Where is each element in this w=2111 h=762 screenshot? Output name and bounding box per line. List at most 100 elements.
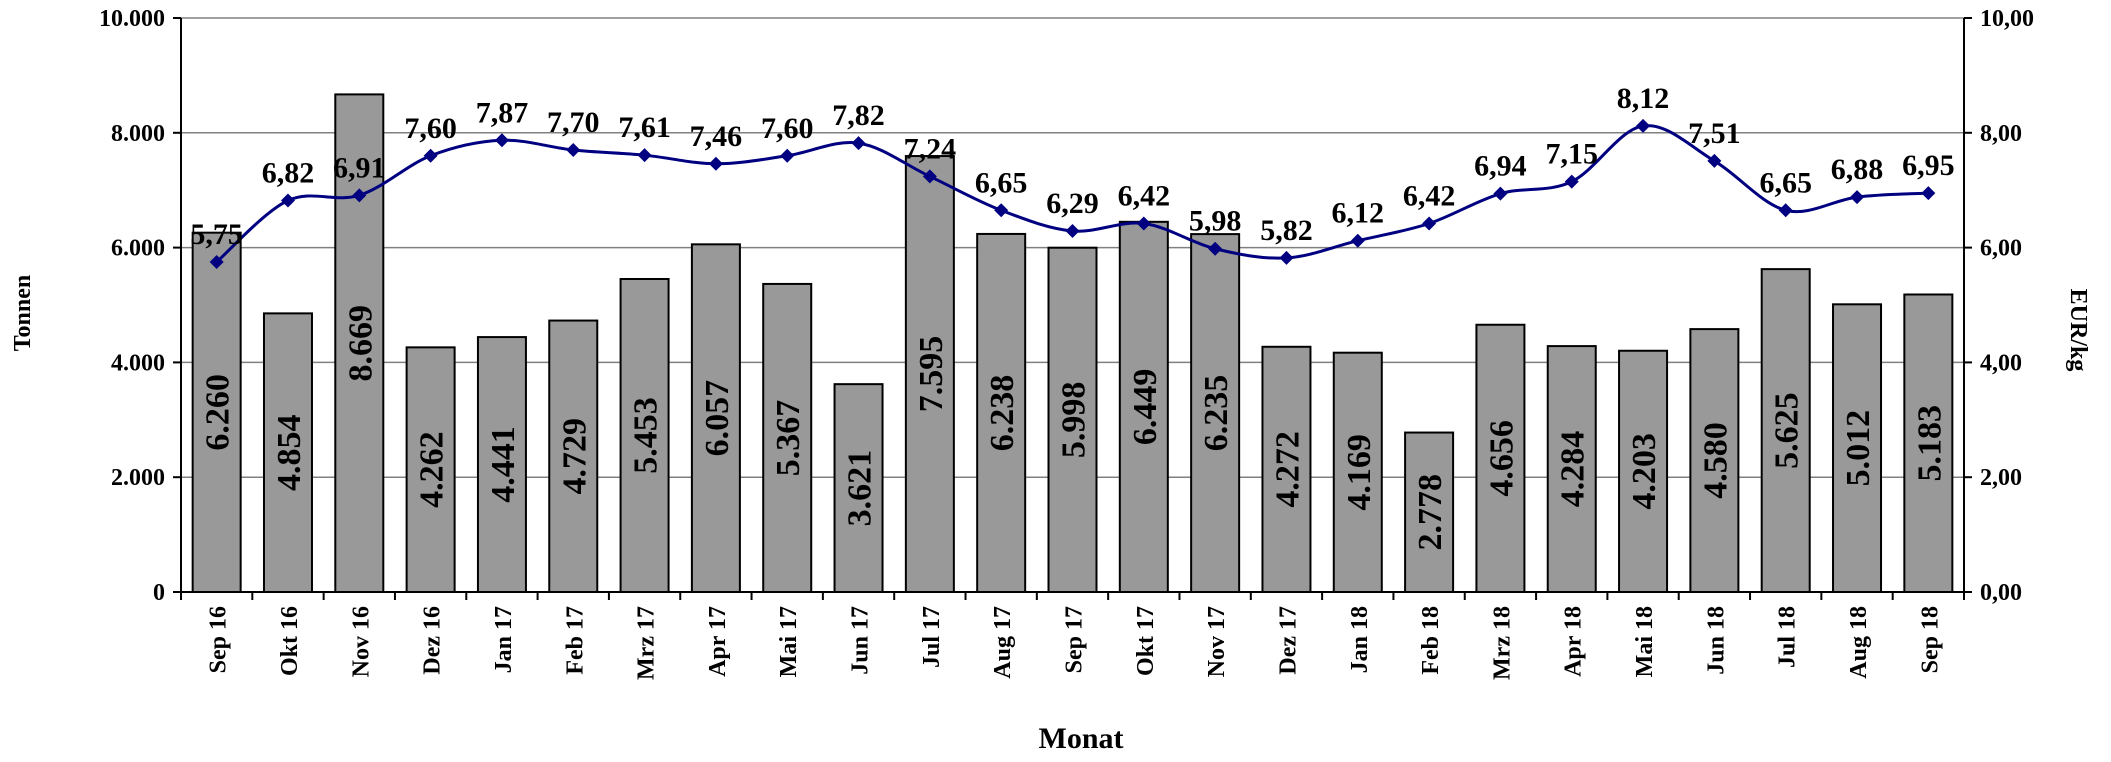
left-y-axis-title: Tonnen [10, 275, 36, 352]
x-tick-label: Okt 16 [277, 606, 303, 676]
bar-value-label: 6.235 [1198, 375, 1235, 452]
left-y-tick-label: 10.000 [99, 6, 165, 32]
price-marker [280, 193, 295, 208]
price-marker [1208, 241, 1223, 256]
price-marker [1493, 186, 1508, 201]
x-axis-title: Monat [1039, 722, 1124, 755]
bar [1190, 233, 1241, 593]
bar [976, 232, 1027, 593]
bar [1689, 328, 1740, 593]
x-tick-label: Nov 17 [1204, 606, 1230, 677]
bar [1546, 345, 1597, 593]
x-tick-label: Jul 18 [1775, 606, 1801, 668]
price-marker [637, 148, 652, 163]
price-marker [494, 133, 509, 148]
price-marker [708, 156, 723, 171]
x-tick-label: Mrz 17 [634, 606, 660, 680]
price-value-label: 6,42 [1118, 179, 1171, 212]
right-y-tick-label: 4,00 [1980, 350, 2022, 376]
bar-value-label: 5.625 [1769, 392, 1806, 469]
price-marker [209, 254, 224, 269]
bar-value-label: 4.203 [1626, 433, 1663, 510]
price-marker [1564, 174, 1579, 189]
x-tick-label: Jun 18 [1703, 606, 1729, 675]
price-value-label: 7,61 [618, 111, 671, 144]
price-marker [851, 136, 866, 151]
x-tick-label: Sep 17 [1062, 606, 1088, 673]
x-tick-label: Okt 17 [1133, 606, 1159, 676]
x-tick-label: Nov 16 [348, 606, 374, 677]
price-value-label: 6,95 [1902, 149, 1955, 182]
bar [1832, 303, 1883, 593]
x-tick-label: Sep 16 [206, 606, 232, 673]
price-value-label: 7,82 [832, 99, 885, 132]
price-marker [1065, 223, 1080, 238]
x-tick-label: Sep 18 [1917, 606, 1943, 673]
price-value-label: 5,75 [190, 218, 243, 251]
bar [1903, 293, 1954, 593]
right-y-axis-title: EUR/kg [2065, 289, 2091, 372]
price-value-label: 8,12 [1617, 82, 1670, 115]
bar-value-label: 4.262 [414, 431, 451, 508]
price-marker [566, 143, 581, 158]
bar-value-labels: 6.260 4.854 8.669 4.262 4.441 4.729 5.453 6.057… [200, 305, 1949, 551]
price-marker [423, 148, 438, 163]
bar [1618, 349, 1669, 593]
bar [1404, 431, 1455, 593]
price-marker [780, 148, 795, 163]
bar-value-label: 5.998 [1056, 382, 1093, 459]
price-value-label: 6,12 [1332, 197, 1385, 230]
x-tick-label: Mai 17 [776, 606, 802, 677]
price-value-label: 7,60 [761, 112, 814, 145]
price-value-label: 7,51 [1688, 117, 1741, 150]
price-value-labels: 5,75 6,82 6,91 7,60 7,87 7,70 7,61 7,46 7,60 7,82… [190, 82, 1954, 251]
bar-value-label: 5.012 [1840, 410, 1877, 487]
bar-value-label: 6.260 [200, 374, 237, 451]
bar-value-label: 7.595 [913, 336, 950, 413]
right-y-tick-label: 8,00 [1980, 121, 2022, 147]
bar [833, 383, 884, 593]
price-value-label: 6,88 [1831, 153, 1884, 186]
price-value-label: 6,94 [1474, 150, 1527, 183]
price-marker [1778, 203, 1793, 218]
axes [173, 17, 1972, 600]
right-y-tick-labels: 0,00 2,00 4,00 6,00 8,00 10,00 [1980, 6, 2034, 606]
bar [1047, 246, 1098, 593]
x-tick-label: Jun 17 [848, 606, 874, 675]
bar [619, 277, 670, 593]
x-tick-label: Apr 18 [1561, 606, 1587, 677]
bar-value-label: 6.057 [699, 380, 736, 457]
price-value-label: 7,15 [1545, 138, 1598, 171]
price-value-label: 7,87 [476, 96, 529, 129]
left-y-tick-label: 6.000 [111, 236, 165, 262]
bar-value-label: 4.284 [1555, 431, 1592, 508]
bar-value-label: 6.449 [1127, 369, 1164, 446]
price-marker [1350, 233, 1365, 248]
bar-value-label: 4.854 [271, 414, 308, 491]
right-y-tick-label: 10,00 [1980, 6, 2034, 32]
bar-value-label: 4.169 [1341, 434, 1378, 511]
price-value-label: 6,29 [1046, 187, 1099, 220]
x-tick-label: Jul 17 [919, 606, 945, 668]
price-marker [1136, 216, 1151, 231]
price-value-label: 6,65 [975, 166, 1028, 199]
bar [262, 312, 313, 593]
price-marker [1921, 186, 1936, 201]
bar [1475, 323, 1526, 593]
x-tick-label: Feb 17 [562, 606, 588, 675]
bar-value-label: 4.272 [1269, 431, 1306, 508]
price-marker [1707, 153, 1722, 168]
price-marker [994, 203, 1009, 218]
x-tick-labels: Sep 16 Okt 16 Nov 16 Dez 16 Jan 17 Feb 17 Mrz … [206, 606, 1944, 680]
price-marker [1422, 216, 1437, 231]
bar-value-label: 5.453 [628, 397, 665, 474]
bar [1118, 220, 1169, 593]
x-tick-label: Mai 18 [1632, 606, 1658, 677]
left-y-tick-label: 2.000 [111, 465, 165, 491]
x-tick-label: Dez 17 [1275, 606, 1301, 675]
bar-value-label: 3.621 [842, 450, 879, 526]
price-value-label: 7,60 [404, 112, 457, 145]
right-y-tick-label: 0,00 [1980, 580, 2022, 606]
left-y-tick-label: 0 [153, 580, 165, 606]
